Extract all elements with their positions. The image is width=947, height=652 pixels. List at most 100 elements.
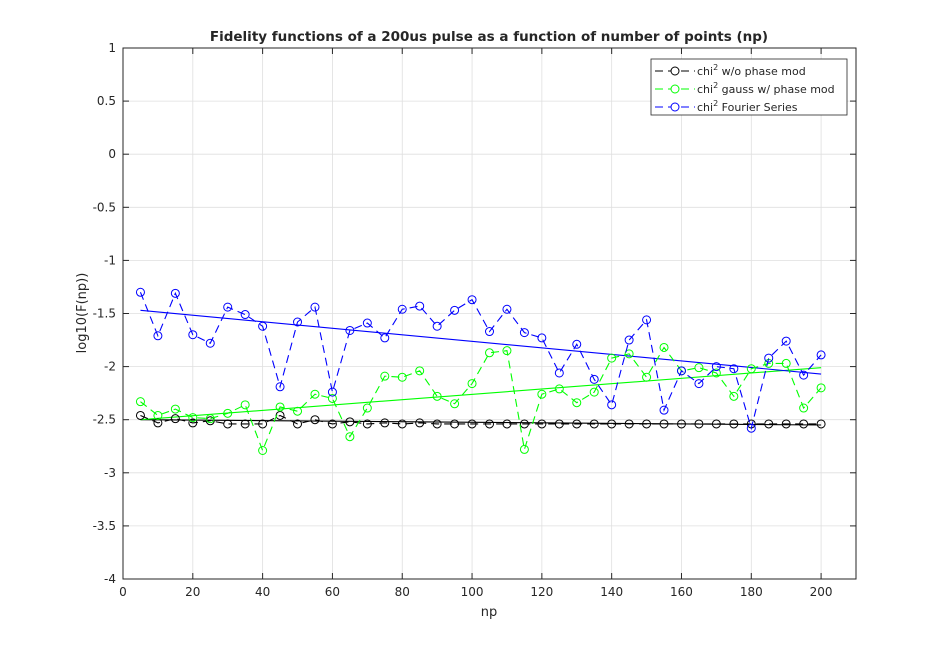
legend-marker (670, 66, 680, 76)
data-point (258, 321, 268, 331)
data-point (380, 371, 390, 381)
series (135, 287, 826, 433)
data-point (519, 328, 529, 338)
data-point (485, 327, 494, 337)
data-point (450, 399, 460, 409)
data-point (380, 418, 390, 428)
y-tick-label: 1 (108, 41, 116, 55)
data-point (816, 350, 826, 360)
y-axis-label: log10(F(np)) (75, 273, 90, 354)
data-point (223, 408, 233, 418)
data-point (729, 364, 739, 374)
legend-box (650, 58, 848, 116)
x-tick-label: 60 (325, 585, 340, 599)
data-point (711, 368, 721, 378)
data-point (642, 419, 652, 429)
data-point (676, 366, 686, 376)
data-point (397, 304, 407, 314)
data-point (205, 416, 215, 426)
y-tick-label: -1 (104, 253, 116, 267)
data-point (554, 419, 564, 429)
data-point (642, 315, 652, 325)
data-point (746, 364, 756, 374)
data-point (694, 419, 704, 429)
data-point (188, 418, 198, 428)
data-point (293, 406, 303, 416)
data-point (589, 419, 599, 429)
data-point (275, 382, 285, 392)
data-point (135, 397, 145, 407)
x-tick-label: 160 (670, 585, 693, 599)
data-point (799, 419, 809, 429)
series (135, 342, 826, 455)
data-point (223, 419, 233, 429)
chart-title: Fidelity functions of a 200us pulse as a… (210, 29, 768, 45)
data-point (205, 338, 215, 348)
data-point (153, 410, 163, 420)
data-point (572, 339, 582, 349)
data-point (467, 295, 477, 305)
data-point (659, 342, 669, 352)
data-point (380, 333, 390, 343)
data-point (729, 391, 739, 401)
data-point (624, 419, 634, 429)
data-point (170, 414, 180, 424)
legend-marker (670, 84, 680, 94)
y-tick-label: 0.5 (97, 94, 116, 108)
data-point (240, 419, 250, 429)
data-point (223, 302, 233, 312)
data-point (502, 346, 512, 356)
data-point (537, 333, 547, 343)
data-point (519, 419, 529, 429)
data-point (781, 419, 791, 429)
data-point (607, 419, 617, 429)
data-point (327, 387, 337, 397)
data-point (816, 419, 826, 429)
y-tick-label: -3.5 (93, 519, 116, 533)
data-point (711, 362, 721, 372)
y-tick-label: -1.5 (93, 307, 116, 321)
x-tick-label: 20 (185, 585, 200, 599)
data-point (485, 348, 494, 358)
data-point (153, 331, 163, 341)
tick-labels: 0 20 40 60 80 100 120 140 160 180 200 1 0.5 0 -0.5 -1 -1… (93, 41, 833, 599)
x-tick-label: 140 (600, 585, 623, 599)
data-point (519, 444, 529, 454)
data-point (397, 419, 407, 429)
data-point (764, 353, 774, 363)
y-tick-label: -2.5 (93, 413, 116, 427)
x-tick-label: 120 (530, 585, 553, 599)
x-tick-label: 180 (740, 585, 763, 599)
data-point (607, 353, 617, 363)
data-point (642, 372, 652, 382)
data-point (432, 321, 442, 331)
data-point (694, 379, 704, 389)
legend-label: chi2 Fourier Series (697, 99, 798, 114)
data-point (135, 410, 145, 420)
y-tick-label: -3 (104, 466, 116, 480)
legend-label: chi2 gauss w/ phase mod (697, 81, 835, 96)
data-point (694, 363, 704, 373)
data-point (781, 358, 791, 368)
data-point (345, 325, 355, 335)
data-point (816, 383, 826, 393)
data-point (293, 317, 303, 327)
data-point (589, 374, 599, 384)
data-point (240, 400, 250, 410)
data-point (572, 398, 582, 408)
x-tick-label: 200 (810, 585, 833, 599)
data-point (310, 415, 320, 425)
data-point (659, 419, 669, 429)
data-point (415, 418, 425, 428)
data-point (467, 419, 477, 429)
data-point (554, 368, 564, 378)
data-point (345, 417, 355, 427)
data-point (554, 384, 564, 394)
data-point (188, 413, 198, 423)
data-point (415, 301, 425, 311)
ticks (122, 47, 856, 580)
data-point (275, 402, 285, 412)
data-point (258, 419, 268, 429)
data-point (258, 445, 268, 455)
